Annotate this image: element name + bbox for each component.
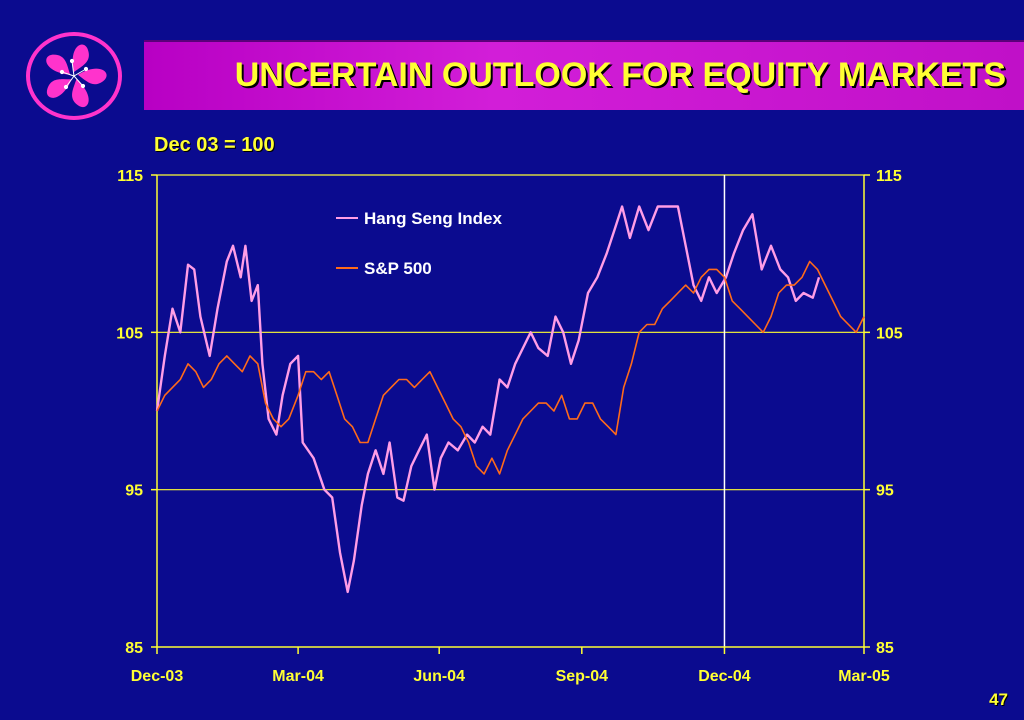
y-tick-label-left: 115 — [117, 168, 143, 185]
x-tick-label: Sep-04 — [556, 668, 609, 685]
legend-label: S&P 500 — [364, 259, 432, 278]
page-number: 47 — [989, 690, 1008, 709]
y-tick-label-left: 105 — [116, 325, 143, 342]
x-tick-label: Mar-04 — [272, 668, 324, 685]
y-tick-label-right: 115 — [876, 168, 902, 185]
page-title: UNCERTAIN OUTLOOK FOR EQUITY MARKETS — [234, 56, 1006, 94]
y-tick-label-left: 95 — [125, 483, 143, 500]
y-tick-label-right: 95 — [876, 483, 894, 500]
series-line-sp500 — [156, 260, 865, 475]
series-line-hang-seng — [155, 205, 821, 594]
chart-subtitle: Dec 03 = 100 — [154, 134, 275, 156]
x-tick-label: Dec-03 — [131, 668, 184, 685]
x-tick-label: Mar-05 — [838, 668, 890, 685]
x-tick-label: Jun-04 — [413, 668, 465, 685]
x-tick-label: Dec-04 — [698, 668, 751, 685]
y-tick-label-right: 105 — [876, 325, 903, 342]
bauhinia-flower-icon — [22, 28, 126, 124]
title-bar: UNCERTAIN OUTLOOK FOR EQUITY MARKETS — [144, 40, 1024, 110]
legend-label: Hang Seng Index — [364, 209, 502, 228]
y-tick-label-right: 85 — [876, 640, 894, 657]
y-tick-label-left: 85 — [125, 640, 143, 657]
